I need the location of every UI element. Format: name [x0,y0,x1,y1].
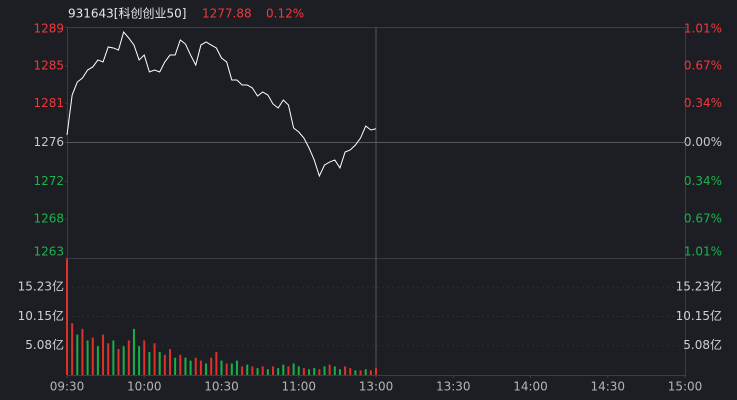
volume-bar [323,366,326,375]
volume-bar [210,357,213,375]
x-tick-label: 11:00 [281,380,316,394]
volume-bar [246,364,249,375]
y2-tick-label: 0.34% [684,96,722,110]
volume-bar [282,364,285,375]
volume-bar [138,346,141,375]
index-name: 931643[科创创业50] [68,7,186,21]
volume-bar [344,366,347,375]
volume-bar [189,360,192,375]
volume-bar [81,328,84,375]
volume-bar [277,368,280,375]
volume-bar [179,354,182,375]
y-tick-label: 1285 [33,58,64,72]
volume-bar [230,363,233,375]
volume-bar [364,369,367,375]
x-tick-label: 13:30 [436,380,471,394]
volume-bar [220,360,223,375]
volume-bar [91,337,94,375]
volume-bar [205,363,208,375]
volume-bar [375,368,377,375]
volume-bar [153,343,156,375]
y-tick-label: 1268 [33,212,64,226]
volume-bar [349,368,352,375]
y2-tick-label: 0.67% [684,58,722,72]
volume-bar [256,368,259,375]
volume-bar [328,364,331,375]
volume-tick-label: 10.15亿 [676,308,722,323]
index-change: 0.12% [266,7,304,21]
volume-bar [359,370,362,375]
volume-bar [174,357,177,375]
x-tick-label: 13:00 [359,380,394,394]
y2-tick-label: 0.67% [684,212,722,226]
volume-bar [112,340,115,375]
volume-bar [127,340,130,375]
volume-bar [313,368,316,375]
volume-bar [199,360,202,375]
volume-bar [261,366,264,375]
volume-bar [184,357,187,375]
y-tick-label: 1272 [33,174,64,188]
volume-tick-label: 5.08亿 [25,337,64,352]
y-tick-label: 1263 [33,245,64,259]
x-tick-label: 15:00 [668,380,703,394]
volume-bar [354,370,357,375]
volume-bar [143,340,146,375]
x-tick-label: 10:30 [204,380,239,394]
volume-bar [148,351,151,375]
volume-bar [169,349,171,375]
volume-bar [369,370,372,375]
volume-bar [251,366,254,375]
price-line [66,30,377,178]
volume-bar [76,334,79,375]
volume-tick-label: 10.15亿 [18,308,64,323]
volume-bar [132,328,135,375]
x-tick-label: 10:00 [127,380,162,394]
volume-bar [86,340,89,375]
volume-bar [266,369,269,375]
volume-tick-label: 5.08亿 [683,337,722,352]
volume-bar [318,369,321,375]
volume-bar [235,360,238,375]
index-price: 1277.88 [202,7,252,21]
volume-bar [194,357,197,375]
volume-bar [333,366,336,375]
volume-bar [122,346,125,375]
volume-bar [107,343,110,375]
x-tick-label: 09:30 [50,380,85,394]
volume-bar [292,363,295,375]
y-tick-label: 1289 [33,22,64,36]
volume-bar [158,351,161,375]
volume-tick-label: 15.23亿 [676,279,722,294]
y2-tick-label: 1.01% [684,245,722,259]
volume-bar [241,366,244,375]
volume-bar [163,354,166,375]
volume-bar [96,346,99,375]
volume-tick-label: 15.23亿 [18,279,64,294]
volume-bar [287,366,290,375]
volume-bar [117,349,120,375]
y2-tick-label: 0.34% [684,174,722,188]
y-tick-label: 1276 [33,135,64,149]
y-tick-label: 1281 [33,96,64,110]
y2-tick-label: 0.00% [684,135,722,149]
volume-bar [71,323,74,375]
volume-bar [102,334,105,375]
volume-bar [308,369,311,375]
volume-bar [225,363,228,375]
x-tick-label: 14:00 [513,380,548,394]
x-tick-label: 14:30 [590,380,625,394]
volume-bar [215,351,218,375]
volume-bar [302,368,305,375]
volume-bar [338,369,341,375]
y2-tick-label: 1.01% [684,22,722,36]
volume-bar [297,366,300,375]
volume-bar [66,258,68,375]
volume-bar [272,366,274,375]
